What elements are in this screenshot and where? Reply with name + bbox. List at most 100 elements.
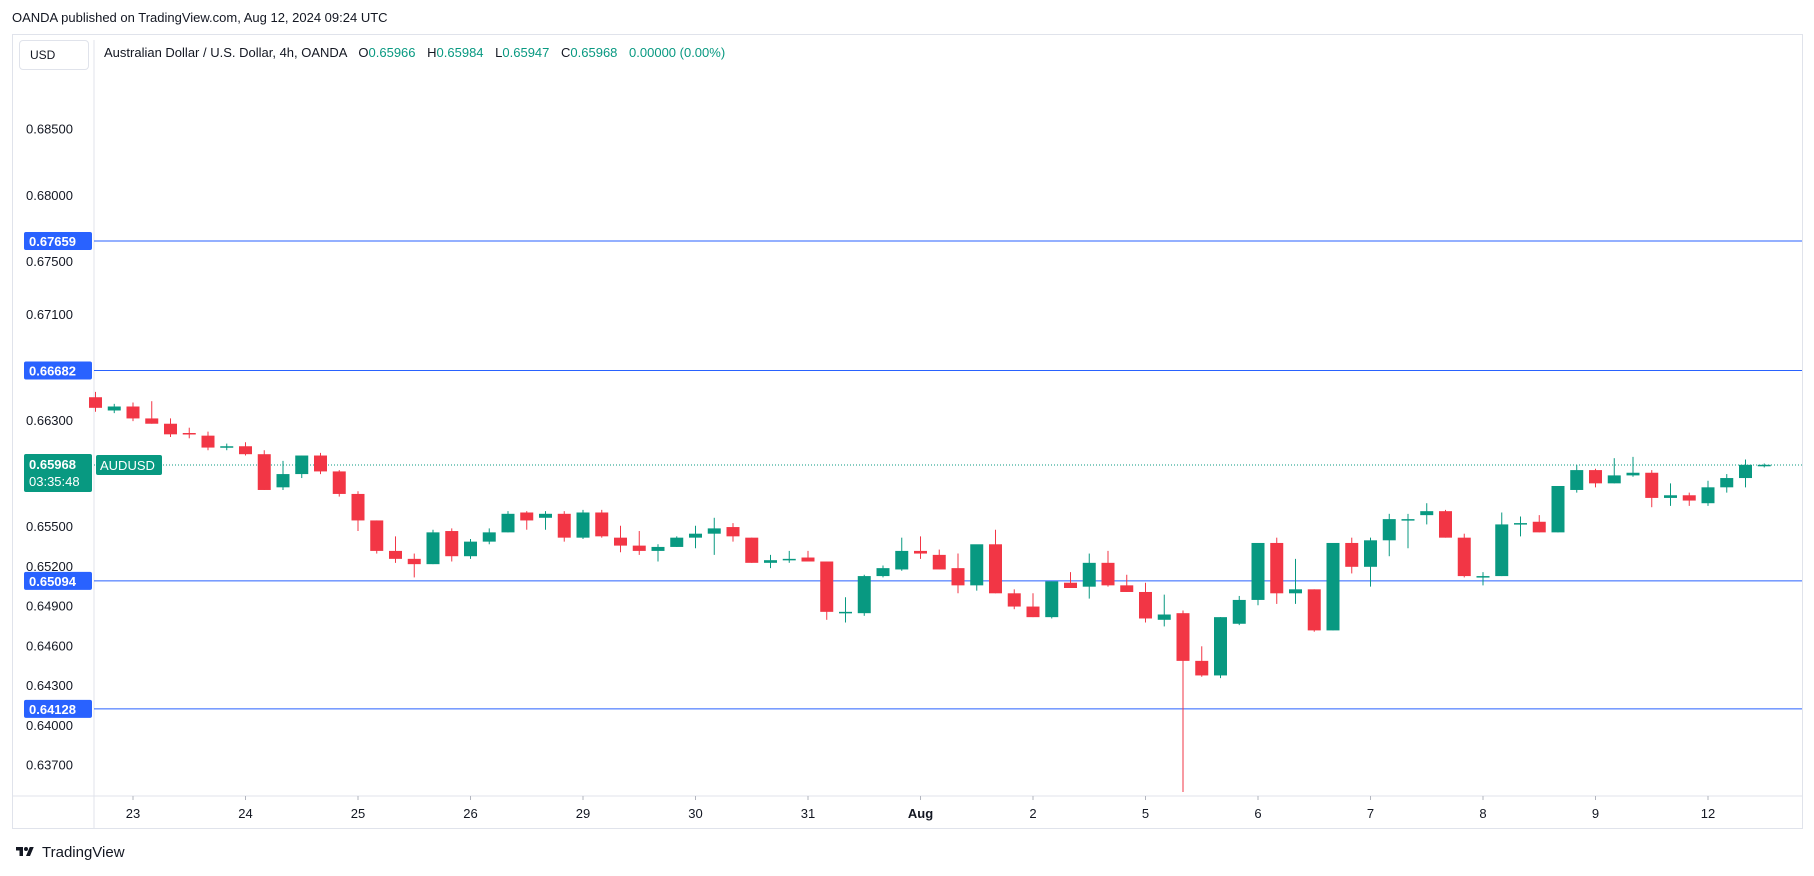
candle-body — [1157, 614, 1171, 620]
candle-body — [389, 550, 402, 559]
candle — [145, 401, 159, 424]
level-price-label: 0.66682 — [29, 363, 76, 378]
y-tick-label: 0.64300 — [26, 678, 73, 693]
candle-body — [520, 512, 534, 521]
candle — [1270, 537, 1284, 604]
y-tick-label: 0.68500 — [26, 122, 73, 137]
candle — [1064, 572, 1077, 589]
symbol-tag-label: AUDUSD — [100, 458, 155, 473]
legend-symbol: Australian Dollar / U.S. Dollar, 4h, OAN… — [104, 45, 347, 60]
publisher-line: OANDA published on TradingView.com, Aug … — [12, 10, 388, 25]
level-price-label: 0.67659 — [29, 234, 76, 249]
candle-body — [1532, 521, 1546, 533]
legend-close-value: 0.65968 — [570, 45, 618, 60]
candle — [1682, 492, 1696, 506]
candle — [801, 550, 815, 562]
x-tick-label: 31 — [801, 806, 815, 821]
candle — [464, 538, 477, 559]
x-tick-label: 5 — [1142, 806, 1149, 821]
candle — [426, 529, 440, 565]
candle-body — [1757, 464, 1771, 467]
candle — [1326, 542, 1340, 631]
candle-body — [126, 406, 140, 419]
x-tick-label: 29 — [576, 806, 590, 821]
x-tick-label: 23 — [126, 806, 140, 821]
candle — [1589, 468, 1602, 488]
candle — [839, 597, 852, 623]
candle-body — [1645, 472, 1659, 498]
candle — [1120, 574, 1134, 592]
x-tick-label: 9 — [1592, 806, 1599, 821]
candle — [1514, 516, 1527, 537]
level-price-badge — [24, 571, 92, 590]
candle — [407, 553, 421, 578]
candle — [745, 537, 759, 563]
candle — [182, 427, 196, 439]
candle-body — [314, 455, 327, 472]
candle-body — [914, 550, 927, 554]
candle — [876, 565, 890, 578]
x-tick-label: Aug — [908, 806, 933, 821]
candle-body — [614, 537, 627, 546]
candle-body — [726, 527, 740, 537]
candle — [1382, 513, 1396, 557]
candle-body — [1195, 660, 1209, 676]
x-tick-label: 6 — [1254, 806, 1261, 821]
candle — [651, 544, 665, 562]
candle — [1570, 464, 1584, 493]
candle-body — [239, 446, 252, 455]
x-tick-label: 7 — [1367, 806, 1374, 821]
currency-button[interactable]: USD — [19, 40, 89, 70]
candle — [1251, 542, 1265, 606]
x-tick-label: 12 — [1701, 806, 1715, 821]
brand-label: TradingView — [42, 843, 125, 861]
candle — [707, 517, 721, 555]
candle — [1532, 515, 1546, 533]
candle — [1607, 458, 1621, 484]
candle-body — [1607, 475, 1621, 484]
candle — [482, 528, 496, 545]
candle — [107, 403, 121, 414]
candle — [595, 509, 609, 538]
candle-body — [295, 455, 309, 475]
candle-body — [89, 397, 102, 408]
candle-body — [276, 474, 290, 488]
candle-body — [351, 493, 365, 521]
candle-body — [857, 576, 871, 614]
candle-body — [1720, 478, 1734, 488]
legend-low-value: 0.65947 — [502, 45, 550, 60]
candle — [126, 402, 140, 422]
candle — [764, 554, 777, 569]
candle — [314, 452, 327, 475]
candle-body — [164, 423, 177, 435]
level-price-badge — [24, 699, 92, 718]
candle — [1720, 474, 1734, 493]
candle — [89, 391, 102, 412]
candle — [1082, 553, 1096, 599]
candle — [1551, 485, 1565, 533]
candle-body — [970, 544, 984, 586]
candle — [1289, 558, 1302, 604]
candle-body — [1382, 519, 1396, 541]
legend-open-value: 0.65966 — [368, 45, 416, 60]
candle-body — [876, 568, 890, 577]
candle-body — [820, 561, 834, 612]
candle-body — [839, 611, 852, 614]
legend-open-label: O — [358, 45, 369, 60]
candle — [389, 536, 402, 563]
candle-body — [707, 528, 721, 534]
candle-body — [501, 513, 515, 533]
x-tick-label: 2 — [1029, 806, 1036, 821]
candle-body — [1570, 470, 1584, 490]
candle-body — [464, 541, 477, 557]
candle — [370, 520, 384, 554]
candle — [914, 536, 927, 559]
candle-body — [1307, 589, 1321, 631]
candle-body — [1139, 591, 1152, 619]
candle-body — [1007, 593, 1021, 607]
tradingview-brand[interactable]: TradingView — [12, 842, 125, 862]
bar-countdown-label: 03:35:48 — [29, 474, 80, 489]
y-tick-label: 0.67100 — [26, 307, 73, 322]
candle-body — [670, 537, 684, 547]
